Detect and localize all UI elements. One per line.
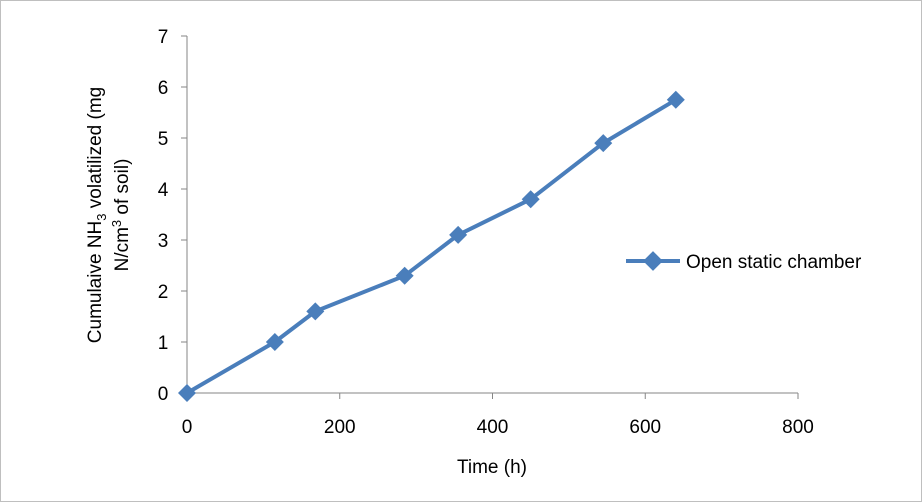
y-axis-title-line-2: N/cm3 of soil) bbox=[109, 159, 133, 272]
legend: Open static chamber bbox=[626, 251, 862, 273]
data-series bbox=[178, 90, 685, 402]
data-point-marker bbox=[666, 90, 685, 109]
x-tick-label: 400 bbox=[477, 417, 509, 438]
data-point-marker bbox=[306, 302, 325, 321]
data-point-marker bbox=[521, 190, 540, 209]
data-point-marker bbox=[449, 225, 468, 244]
y-tick-label: 3 bbox=[158, 231, 169, 252]
y-tick-label: 4 bbox=[158, 180, 169, 201]
data-point-marker bbox=[265, 333, 284, 351]
series-line bbox=[185, 98, 677, 395]
axis-ticks: 0 1 2 3 4 5 6 7 0 200 400 600 800 bbox=[158, 27, 814, 438]
x-tick-label: 0 bbox=[182, 417, 193, 438]
y-axis-title-line-1: Cumulaive NH3 volatilized (mg bbox=[85, 87, 109, 343]
x-tick-label: 200 bbox=[324, 417, 356, 438]
y-tick-label: 7 bbox=[158, 27, 169, 48]
x-axis-title: Time (h) bbox=[457, 457, 527, 478]
data-point-marker bbox=[594, 134, 613, 153]
y-tick-label: 5 bbox=[158, 129, 169, 150]
y-tick-label: 2 bbox=[158, 282, 169, 303]
y-tick-label: 1 bbox=[158, 333, 169, 354]
x-tick-label: 800 bbox=[782, 417, 814, 438]
legend-label: Open static chamber bbox=[686, 252, 862, 273]
data-point-marker bbox=[395, 266, 414, 285]
data-point-marker bbox=[178, 384, 196, 402]
x-tick-label: 600 bbox=[629, 417, 661, 438]
y-tick-label: 6 bbox=[158, 78, 169, 99]
y-tick-label: 0 bbox=[158, 384, 169, 405]
legend-marker bbox=[643, 251, 663, 271]
y-axis-title: Cumulaive NH3 volatilized (mg N/cm3 of s… bbox=[85, 87, 133, 343]
